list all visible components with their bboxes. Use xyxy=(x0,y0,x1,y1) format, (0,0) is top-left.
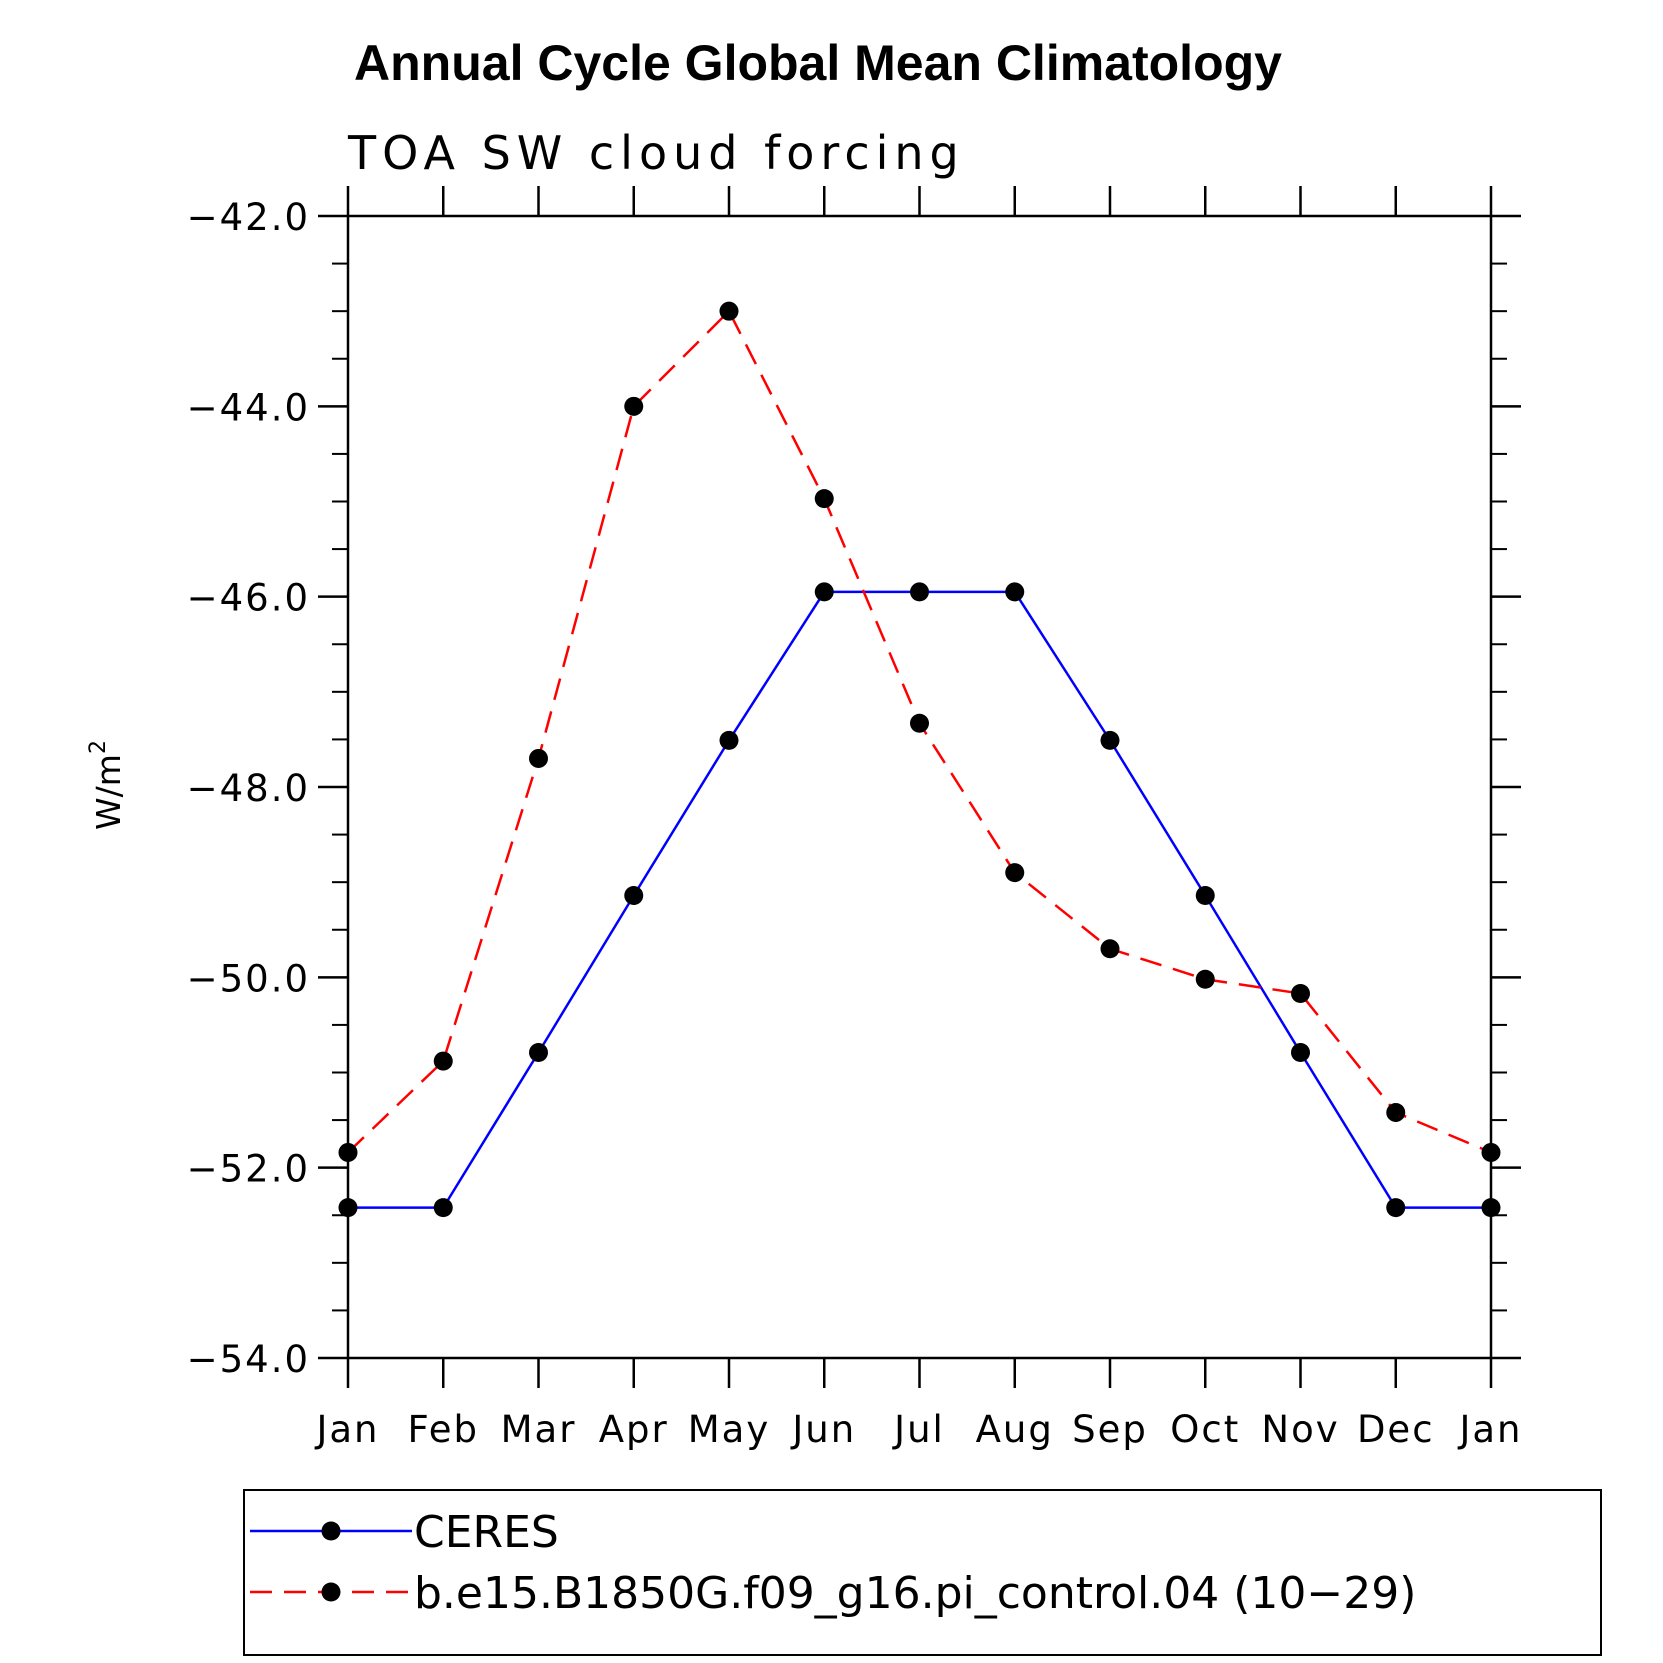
axes: Jan Feb Mar Apr May Jun Jul Aug Sep Oct Nov Dec Jan−… xyxy=(187,186,1522,1451)
chart-title: Annual Cycle Global Mean Climatology xyxy=(354,35,1282,91)
x-tick-label: May xyxy=(688,1408,771,1451)
series-1-point xyxy=(529,748,548,768)
legend-label-0: CERES xyxy=(414,1507,559,1558)
series-0-point xyxy=(1386,1198,1406,1218)
series-1-point xyxy=(1005,863,1025,883)
legend-box xyxy=(243,1489,1602,1656)
x-tick-label: Oct xyxy=(1170,1408,1240,1451)
series-1-point xyxy=(624,396,644,416)
svg-text:W/m2: W/m2 xyxy=(86,740,128,830)
legend-swatch-marker-1 xyxy=(321,1582,341,1602)
y-tick-label: −42.0 xyxy=(187,196,310,239)
x-tick-label: Feb xyxy=(407,1408,479,1451)
y-axis-title: W/m2 xyxy=(86,740,128,830)
series-1-point xyxy=(1386,1102,1406,1122)
series-0-point xyxy=(1005,582,1025,602)
series-1-point xyxy=(719,301,739,321)
x-tick-label: Jun xyxy=(790,1408,856,1451)
x-tick-label: Jan xyxy=(1457,1408,1522,1451)
y-tick-label: −48.0 xyxy=(187,767,310,810)
series-1-point xyxy=(1100,939,1120,959)
plot-frame xyxy=(346,214,1493,1360)
x-tick-label: Aug xyxy=(976,1408,1054,1451)
y-tick-label: −54.0 xyxy=(187,1338,310,1381)
series-1-point xyxy=(910,713,929,733)
x-tick-label: Nov xyxy=(1261,1408,1339,1451)
y-tick-label: −46.0 xyxy=(187,577,310,620)
x-tick-label: Jan xyxy=(314,1408,379,1451)
series-0-point xyxy=(1291,1043,1310,1063)
y-tick-label: −50.0 xyxy=(187,957,310,1000)
series-0-point xyxy=(719,730,739,750)
series-0-point xyxy=(1195,885,1215,905)
x-tick-label: Apr xyxy=(599,1408,669,1451)
y-axis-label: W/m xyxy=(89,754,128,830)
x-tick-label: Sep xyxy=(1072,1408,1148,1451)
series-0-point xyxy=(1100,730,1120,750)
series-0-point xyxy=(624,885,644,905)
series-line-0 xyxy=(348,590,1491,1209)
series-1-point xyxy=(814,489,834,509)
x-tick-label: Dec xyxy=(1357,1408,1435,1451)
legend-label-1: b.e15.B1850G.f09_g16.pi_control.04 (10−2… xyxy=(414,1568,1416,1619)
legend: CERES b.e15.B1850G.f09_g16.pi_control.04 … xyxy=(243,1489,1602,1656)
series-0-point xyxy=(529,1043,548,1063)
series-0-point xyxy=(910,582,929,602)
chart-subtitle: TOA SW cloud forcing xyxy=(347,126,965,180)
series-1-point xyxy=(433,1051,453,1071)
series-layer xyxy=(338,301,1501,1218)
series-0-point xyxy=(814,582,834,602)
y-tick-label: −52.0 xyxy=(187,1148,310,1191)
legend-swatch-marker-0 xyxy=(321,1521,341,1541)
series-0-point xyxy=(433,1198,453,1218)
y-tick-label: −44.0 xyxy=(187,386,310,429)
series-1-point xyxy=(1195,969,1215,989)
x-tick-label: Jul xyxy=(892,1408,945,1451)
series-1-point xyxy=(1291,984,1310,1004)
y-axis-label-superscript: 2 xyxy=(86,740,111,754)
x-tick-label: Mar xyxy=(501,1408,577,1451)
